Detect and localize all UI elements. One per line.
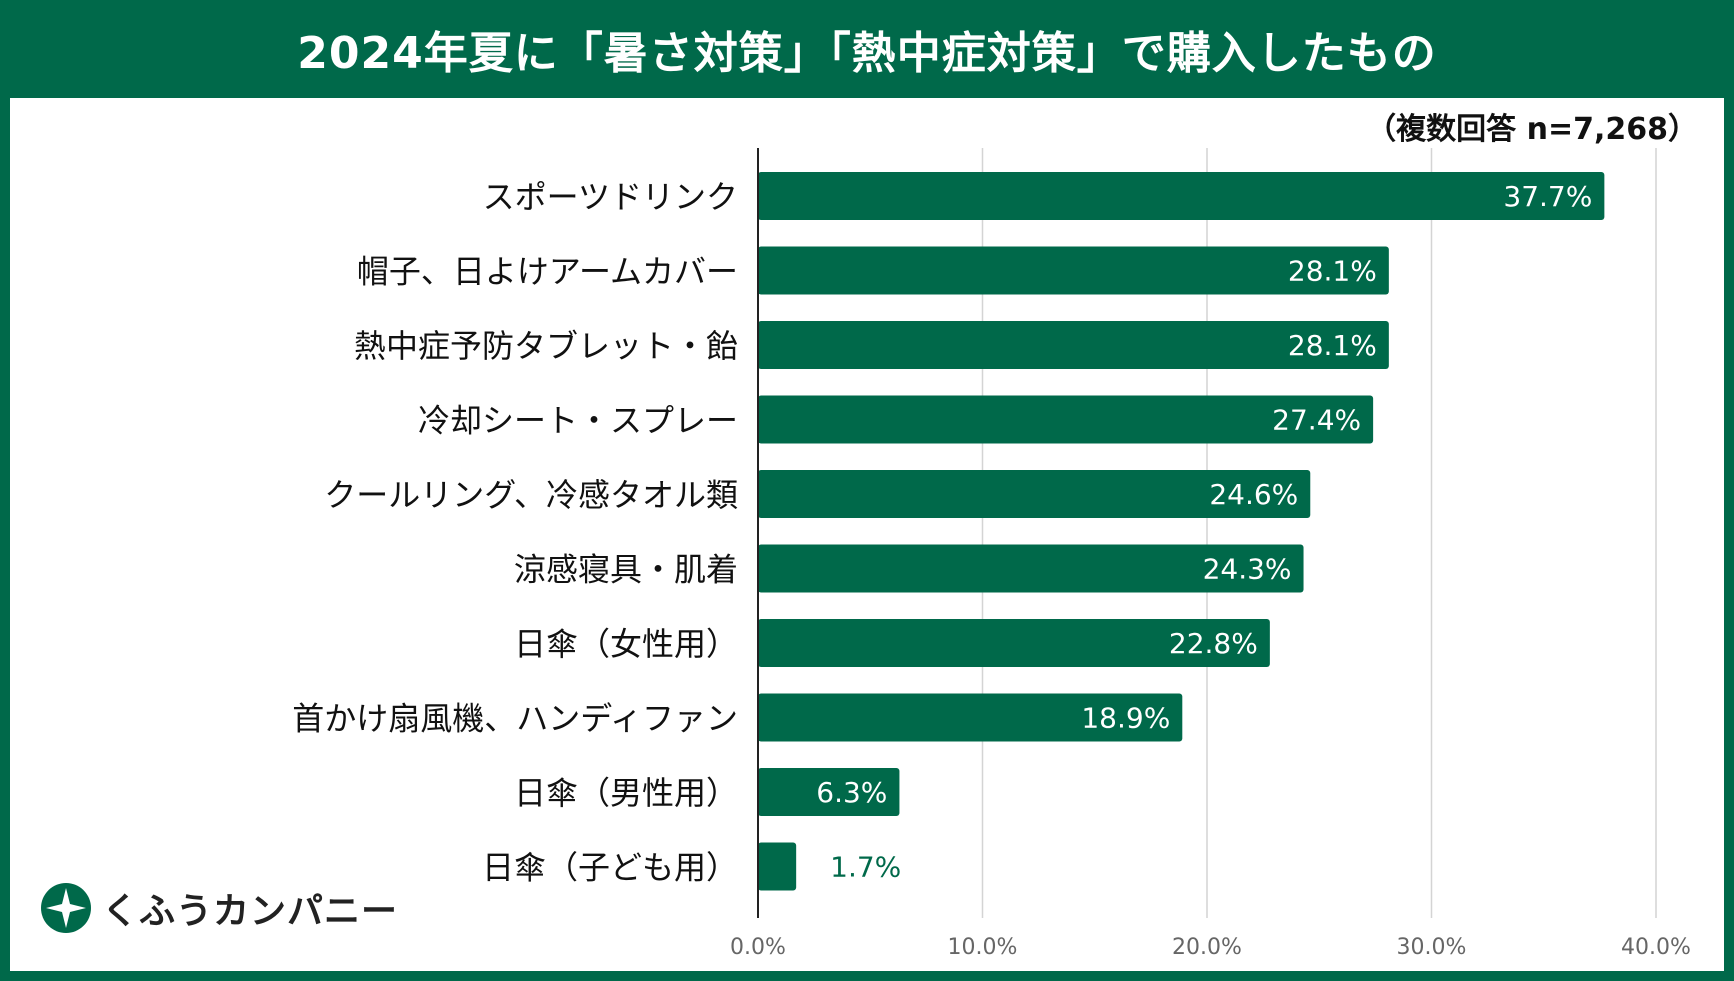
brand-name: くふうカンパニー [102,891,399,932]
value-label: 1.7% [830,851,901,884]
x-tick-label: 0.0% [730,935,786,960]
bar [758,544,1304,593]
category-label: 日傘（男性用） [514,774,738,812]
value-label: 28.1% [1288,255,1377,288]
category-label: 冷却シート・スプレー [418,402,738,440]
bar [758,172,1605,220]
bar [758,693,1183,742]
bar [758,395,1374,444]
category-label: 熱中症予防タブレット・飴 [354,327,738,365]
x-tick-label: 10.0% [948,935,1018,960]
x-tick-label: 40.0% [1621,935,1691,960]
value-label: 6.3% [816,776,887,809]
value-label: 27.4% [1272,404,1361,437]
value-label: 28.1% [1288,329,1377,362]
category-label: 首かけ扇風機、ハンディファン [292,700,738,738]
sample-note: （複数回答 n=7,268） [1366,112,1698,147]
category-label: 涼感寝具・肌着 [514,551,738,589]
bar [758,619,1270,667]
title-band: 2024年夏に「暑さ対策」「熱中症対策」で購入したもの [0,0,1734,98]
value-label: 37.7% [1503,180,1592,213]
value-label: 24.6% [1209,478,1298,511]
x-tick-label: 20.0% [1172,935,1242,960]
category-label: スポーツドリンク [483,178,738,216]
bar [758,470,1311,518]
category-label: クールリング、冷感タオル類 [324,476,738,514]
value-label: 24.3% [1203,553,1292,586]
bar [758,321,1389,369]
bar [758,842,797,891]
leaf-star-logo-icon [41,883,91,933]
chart-title: 2024年夏に「暑さ対策」「熱中症対策」で購入したもの [297,28,1437,79]
category-label: 日傘（子ども用） [482,849,738,887]
x-tick-label: 30.0% [1397,935,1467,960]
value-label: 22.8% [1169,627,1258,660]
category-label: 帽子、日よけアームカバー [357,253,738,291]
category-label: 日傘（女性用） [514,625,738,663]
bar [758,246,1389,295]
value-label: 18.9% [1081,702,1170,735]
bar [758,768,900,816]
brand-logo: くふうカンパニー [40,882,398,934]
